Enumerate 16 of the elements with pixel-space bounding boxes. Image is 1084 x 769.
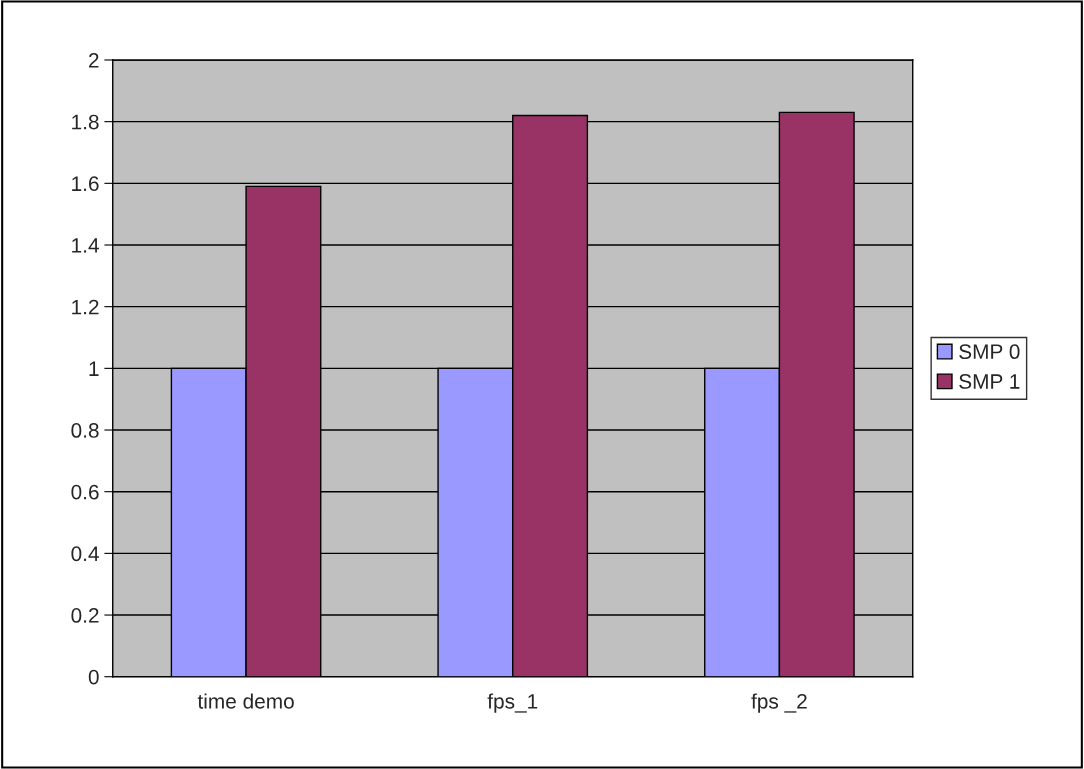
- y-tick-label: 1.8: [72, 114, 99, 130]
- x-tick-label: fps_1: [487, 693, 538, 713]
- y-tick-label: 1: [89, 361, 99, 376]
- x-tick-label: fps _2: [751, 693, 807, 713]
- y-tick-label: 0.6: [71, 484, 99, 500]
- y-tick-label: 1.4: [72, 238, 99, 253]
- y-tick-label: 0: [88, 669, 99, 685]
- y-tick-label: 0.2: [71, 608, 99, 623]
- x-tick-label: time demo: [197, 693, 294, 709]
- legend-label: SMP 1: [959, 374, 1020, 389]
- y-tick-label: 2: [89, 52, 99, 68]
- y-tick-label: 1.6: [72, 176, 99, 192]
- y-tick-label: 1.2: [72, 299, 99, 315]
- legend-label: SMP 0: [959, 344, 1020, 360]
- y-tick-label: 0.8: [71, 423, 99, 438]
- y-tick-label: 0.4: [71, 546, 99, 562]
